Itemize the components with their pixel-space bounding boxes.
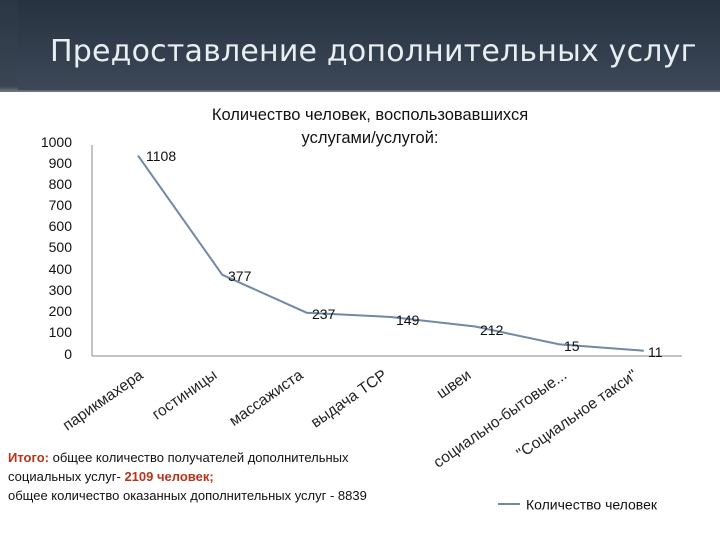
y-tick-label: 200 <box>48 303 72 319</box>
legend-label: Количество человек <box>526 496 657 513</box>
y-tick-label: 0 <box>64 346 72 362</box>
data-label: 1108 <box>146 148 177 164</box>
y-tick-label: 600 <box>48 218 72 234</box>
y-tick-label: 900 <box>48 155 72 171</box>
chart-title-line-2: услугами/услугой: <box>301 129 439 147</box>
slide-header <box>18 0 720 90</box>
summary-text-1: общее количество получателей дополнитель… <box>52 450 349 465</box>
y-tick-label: 100 <box>48 324 72 340</box>
data-label: 15 <box>564 338 580 354</box>
y-tick-label: 1000 <box>40 134 72 150</box>
summary-highlight-value: 2109 человек; <box>124 469 214 484</box>
summary-line-3: общее количество оказанных дополнительны… <box>8 488 367 503</box>
chart-title: Количество человек, воспользовавшихся ус… <box>170 104 570 150</box>
y-tick-label: 500 <box>48 239 72 255</box>
y-tick-label: 300 <box>48 282 72 298</box>
y-tick-label: 400 <box>48 261 72 277</box>
data-label: 11 <box>648 344 663 360</box>
summary-text: Итого: общее количество получателей допо… <box>8 448 448 505</box>
legend-line-swatch <box>498 503 520 506</box>
series-line-kolichestvo <box>137 155 644 352</box>
data-label: 237 <box>312 306 336 322</box>
chart-legend: Количество человек <box>498 495 657 513</box>
data-label: 377 <box>228 268 252 284</box>
y-tick-label: 800 <box>48 176 72 192</box>
summary-label: Итого: <box>8 450 49 465</box>
summary-text-2: социальных услуг- <box>8 469 125 484</box>
data-label: 149 <box>396 312 420 328</box>
chart-title-line-1: Количество человек, воспользовавшихся <box>211 106 529 124</box>
y-tick-label: 700 <box>48 197 72 213</box>
summary-line-1: Итого: общее количество получателей допо… <box>8 448 448 467</box>
slide-title: Предоставление дополнительных услуг <box>50 34 697 69</box>
data-label: 212 <box>480 322 504 338</box>
summary-line-2: социальных услуг- 2109 человек; <box>8 467 448 486</box>
